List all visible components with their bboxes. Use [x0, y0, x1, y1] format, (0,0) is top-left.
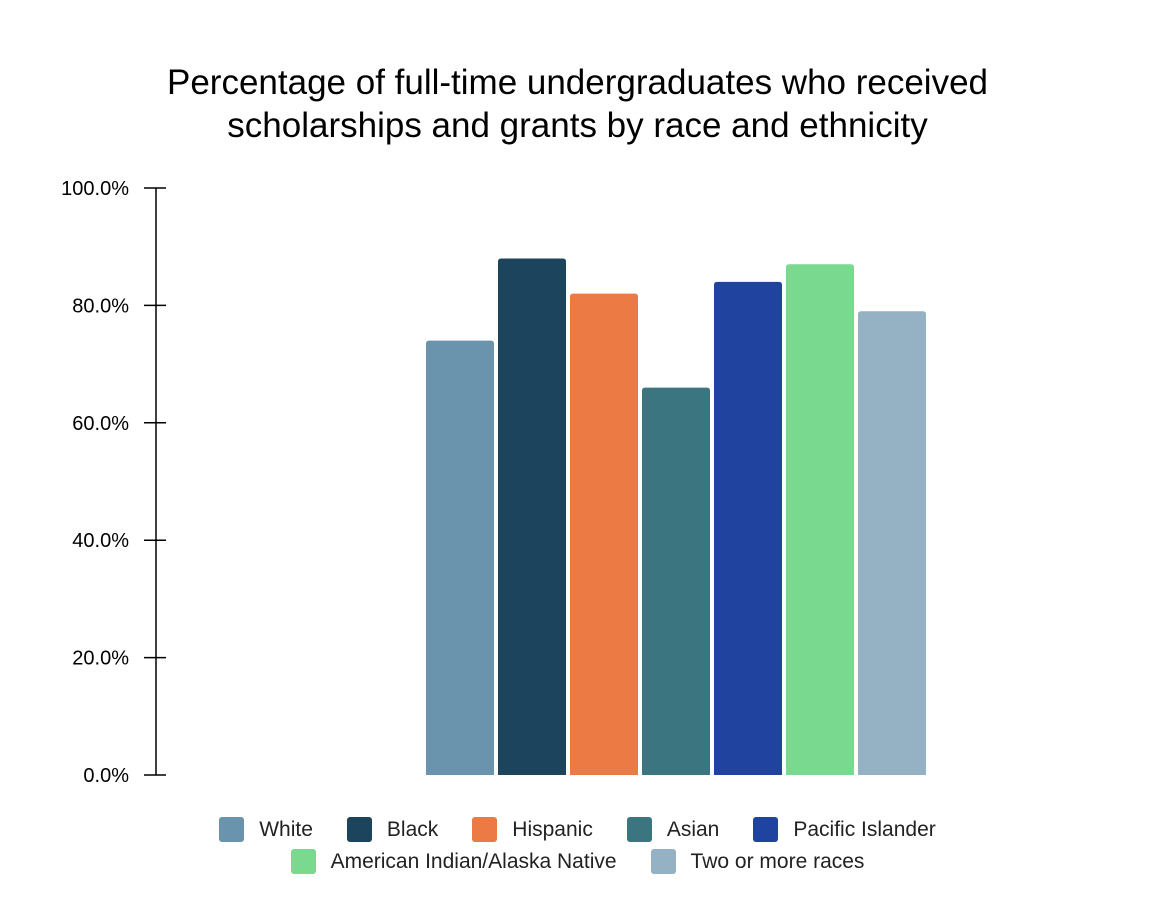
- y-tick-label: 100.0%: [61, 178, 129, 200]
- legend-item: Asian: [626, 817, 720, 842]
- y-tick-label: 60.0%: [72, 413, 129, 435]
- y-tick-label: 20.0%: [72, 648, 129, 670]
- bar-asian: [642, 387, 710, 775]
- legend-item: Pacific Islander: [753, 817, 936, 842]
- legend-label: Asian: [666, 817, 720, 841]
- chart-title-line-1: Percentage of full-time undergraduates w…: [166, 63, 989, 102]
- legend-item: White: [219, 817, 313, 842]
- legend-swatch: [626, 817, 652, 842]
- legend-row-2: American Indian/Alaska Native Two or more…: [0, 849, 1155, 874]
- bar-pacific-islander: [714, 281, 782, 775]
- y-tick-label: 0.0%: [83, 765, 129, 787]
- legend-swatch: [290, 849, 316, 874]
- legend-item: Two or more races: [650, 849, 865, 874]
- chart-title-line-2: scholarships and grants by race and ethn…: [227, 106, 928, 145]
- legend-swatch: [472, 817, 498, 842]
- bar-two-or-more-races: [858, 311, 926, 775]
- legend-label: Hispanic: [512, 817, 593, 841]
- legend-row-1: White Black Hispanic Asian Pacific Islander: [0, 817, 1155, 842]
- y-tick-label: 80.0%: [72, 295, 129, 317]
- bar-black: [498, 258, 566, 775]
- legend-label: Black: [386, 817, 439, 841]
- legend-item: Hispanic: [472, 817, 593, 842]
- legend-swatch: [753, 817, 779, 842]
- legend-swatch: [219, 817, 245, 842]
- legend-swatch: [346, 817, 372, 842]
- bars: [426, 258, 926, 775]
- y-tick-label: 40.0%: [72, 530, 129, 552]
- bar-american-indian-alaska-native: [786, 264, 854, 775]
- legend-label: Pacific Islander: [793, 817, 936, 841]
- y-axis: 0.0% 20.0% 40.0% 60.0% 80.0% 100.0%: [61, 178, 166, 787]
- legend-item: American Indian/Alaska Native: [290, 849, 617, 874]
- bar-hispanic: [570, 293, 638, 775]
- bar-white: [426, 340, 494, 775]
- legend-label: White: [259, 817, 313, 841]
- legend-swatch: [650, 849, 676, 874]
- legend-item: Black: [346, 817, 439, 842]
- legend-label: American Indian/Alaska Native: [330, 849, 617, 873]
- legend-label: Two or more races: [690, 849, 865, 873]
